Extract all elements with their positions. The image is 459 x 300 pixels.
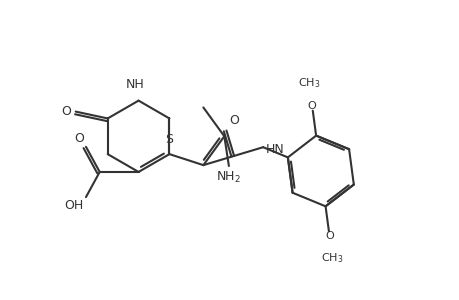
Text: O: O [228,114,238,127]
Text: NH$_2$: NH$_2$ [216,170,241,185]
Text: CH$_3$: CH$_3$ [297,76,320,90]
Text: S: S [165,133,173,146]
Text: HN: HN [265,143,284,156]
Text: NH: NH [125,79,144,92]
Text: OH: OH [64,200,84,212]
Text: O: O [61,105,71,118]
Text: O: O [325,231,333,241]
Text: O: O [307,101,316,111]
Text: CH$_3$: CH$_3$ [320,251,343,265]
Text: O: O [73,131,84,145]
